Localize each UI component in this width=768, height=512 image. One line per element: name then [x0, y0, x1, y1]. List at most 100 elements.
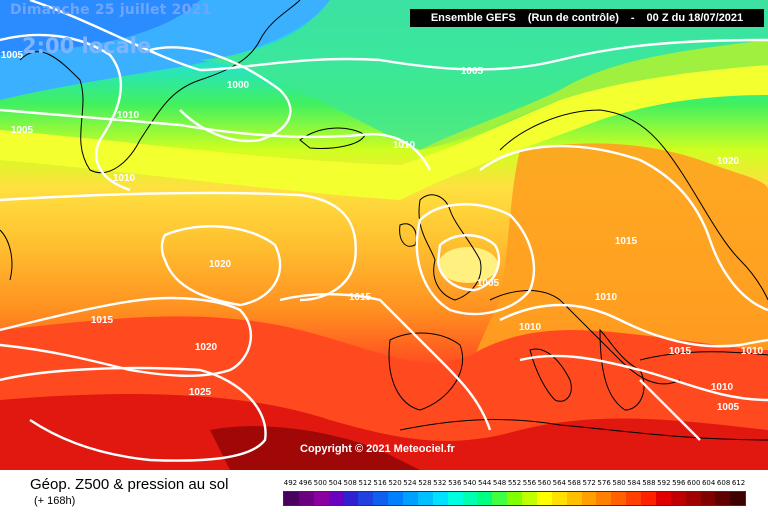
- scale-label: 504: [328, 479, 342, 487]
- low-pressure-core: [438, 247, 498, 283]
- scale-label: 528: [418, 479, 432, 487]
- run-time: 00 Z du 18/07/2021: [646, 12, 744, 24]
- isobar-label-group: 1005 1000 1005 1010 1005 1010 1010 1020 1015 1020…: [1, 50, 764, 413]
- forecast-date: Dimanche 25 juillet 2021: [10, 2, 212, 18]
- iso-1025-high: 1025: [189, 387, 212, 398]
- forecast-local-time: 2:00 locale: [22, 34, 152, 58]
- scale-label: 580: [612, 479, 626, 487]
- weather-map: 1005 1000 1005 1010 1005 1010 1010 1020 1015 1020…: [0, 0, 768, 470]
- iso-1020-azores: 1020: [195, 342, 218, 353]
- scale-label: 572: [582, 479, 596, 487]
- scale-swatch: [611, 492, 627, 505]
- scale-label: 536: [448, 479, 462, 487]
- iso-1010-central-europe: 1010: [595, 292, 618, 303]
- iso-1005-uk-low: 1005: [477, 278, 500, 289]
- scale-swatch: [730, 492, 746, 505]
- iso-1010-iceland: 1010: [393, 140, 416, 151]
- scale-label: 500: [313, 479, 328, 487]
- color-scale-labels: 492 496 500 504 508 512 516 520 524 528 532 536 540 5…: [283, 479, 746, 489]
- z500-band-green: [200, 0, 768, 150]
- iso-1005-nw: 1005: [1, 50, 24, 61]
- iso-1005-north: 1005: [461, 66, 484, 77]
- run-type: (Run de contrôle): [527, 12, 619, 24]
- scale-label: 512: [358, 479, 372, 487]
- scale-swatch: [626, 492, 641, 505]
- copyright-text: Copyright © 2021 Meteociel.fr: [300, 443, 455, 455]
- scale-swatch: [655, 492, 671, 505]
- scale-label: 568: [567, 479, 581, 487]
- iso-1000: 1000: [227, 80, 250, 91]
- scale-swatch: [447, 492, 463, 505]
- scale-label: 508: [343, 479, 357, 487]
- scale-swatch: [566, 492, 582, 505]
- forecast-lead-time: (+ 168h): [34, 495, 76, 507]
- scale-label: 564: [552, 479, 566, 487]
- scale-label: 576: [597, 479, 611, 487]
- scale-swatch: [715, 492, 731, 505]
- product-title: Géop. Z500 & pression au sol: [30, 476, 229, 493]
- iso-1015-biscay: 1015: [349, 292, 372, 303]
- scale-swatch: [403, 492, 418, 505]
- z500-band-lightgreen: [420, 40, 768, 150]
- scale-label: 584: [627, 479, 641, 487]
- scale-label: 496: [298, 479, 313, 487]
- scale-swatch: [641, 492, 656, 505]
- scale-swatch: [507, 492, 522, 505]
- scale-swatch: [373, 492, 389, 505]
- scale-label: 548: [492, 479, 507, 487]
- scale-swatch: [596, 492, 612, 505]
- scale-swatch: [581, 492, 597, 505]
- z500-band-yellow: [0, 65, 768, 200]
- scale-swatch: [477, 492, 493, 505]
- scale-label: 596: [672, 479, 686, 487]
- scale-label: 556: [522, 479, 537, 487]
- scale-label: 560: [537, 479, 552, 487]
- scale-label: 612: [731, 479, 746, 487]
- iso-1020-scandinavia: 1020: [717, 156, 740, 167]
- scale-label: 532: [433, 479, 447, 487]
- scale-swatch: [298, 492, 314, 505]
- scale-swatch: [700, 492, 716, 505]
- scale-label: 524: [403, 479, 417, 487]
- scale-swatch: [328, 492, 344, 505]
- scale-label: 516: [373, 479, 387, 487]
- color-scale-bar: [283, 491, 746, 506]
- scale-label: 604: [701, 479, 716, 487]
- z500-band-darkred-south: [0, 394, 768, 470]
- scale-swatch: [462, 492, 478, 505]
- scale-label: 552: [507, 479, 522, 487]
- scale-label: 592: [657, 479, 671, 487]
- scale-label: 608: [716, 479, 731, 487]
- scale-swatch: [388, 492, 403, 505]
- run-model: Ensemble GEFS: [430, 12, 516, 24]
- iso-1020-atlantic: 1020: [209, 259, 232, 270]
- scale-swatch: [551, 492, 567, 505]
- iso-1010-turkey: 1010: [711, 382, 734, 393]
- iso-1010-labrador: 1010: [113, 173, 136, 184]
- z500-band-darkred-core: [210, 426, 420, 470]
- scale-swatch: [343, 492, 359, 505]
- iso-1015-atlantic-west: 1015: [91, 315, 114, 326]
- scale-swatch: [313, 492, 329, 505]
- scale-label: 540: [463, 479, 477, 487]
- scale-swatch: [492, 492, 508, 505]
- scale-swatch: [432, 492, 448, 505]
- iso-1005-se: 1005: [717, 402, 740, 413]
- iso-1010-east: 1010: [741, 346, 764, 357]
- iso-1015-baltic: 1015: [615, 236, 638, 247]
- run-info-box: Ensemble GEFS (Run de contrôle) - 00 Z d…: [410, 9, 764, 27]
- scale-swatch: [417, 492, 433, 505]
- scale-swatch: [358, 492, 374, 505]
- iso-1015-balkans: 1015: [669, 346, 692, 357]
- run-separator: -: [630, 12, 635, 24]
- scale-label: 600: [687, 479, 701, 487]
- scale-label: 588: [642, 479, 656, 487]
- iso-1010-france: 1010: [519, 322, 542, 333]
- scale-label: 544: [477, 479, 492, 487]
- scale-label: 520: [388, 479, 402, 487]
- isobar-lines: [0, 0, 768, 461]
- scale-swatch: [522, 492, 537, 505]
- scale-swatch: [685, 492, 701, 505]
- scale-swatch: [284, 492, 299, 505]
- scale-swatch: [536, 492, 552, 505]
